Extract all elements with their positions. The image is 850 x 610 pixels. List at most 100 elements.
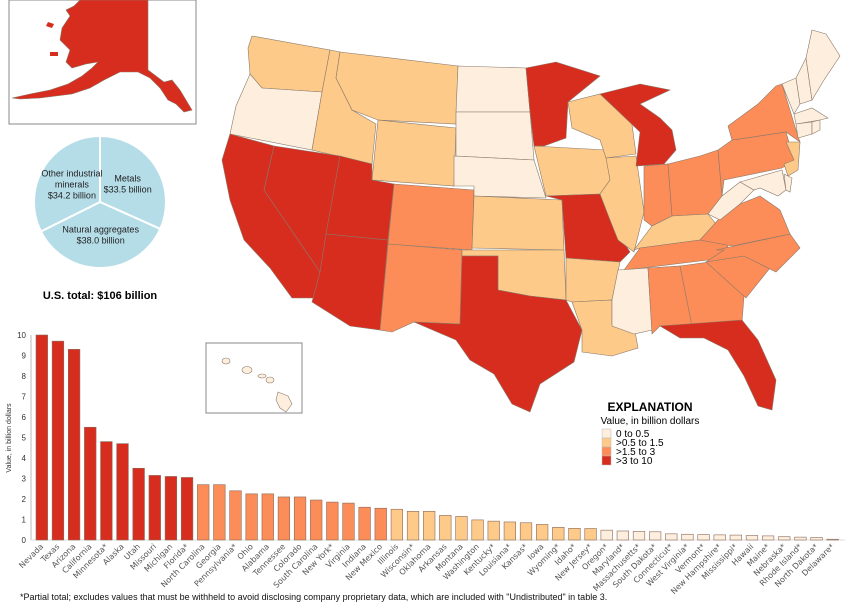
bar-new-jersey [584,528,597,541]
bar-washington [471,519,484,541]
alaska-island [92,78,100,84]
y-tick-label: 3 [22,475,27,484]
state-kansas [471,195,565,251]
state-arizona [311,233,389,331]
bar-idaho [568,528,581,541]
y-tick-label: 5 [22,434,27,443]
legend-subtitle: Value, in billion dollars [601,416,700,427]
y-tick-label: 8 [22,372,27,381]
hawaii-island [221,357,231,365]
bar-alabama [261,493,274,541]
state-georgia [679,261,745,327]
bar-kansas [519,522,533,541]
bar-utah [132,467,145,541]
bar-maine [761,535,775,541]
bar-arkansas [439,515,452,541]
bar-north-dakota [810,537,823,541]
bar-nevada [35,334,48,541]
bar-kentucky [487,520,500,541]
bar-arizona [67,349,81,541]
legend-swatch [601,437,612,448]
bar-california [84,426,97,541]
y-tick-label: 0 [22,536,27,545]
bar-vermont [697,534,710,541]
state-south-dakota [455,111,535,161]
bar-ohio [245,493,258,541]
bar-louisiana [503,521,516,541]
pie-slice-metals [99,134,167,231]
bar-rhode-island [794,536,807,541]
bar-montana [455,516,468,541]
pie-slice-label: minerals [55,180,90,190]
pie-slice-other-industrial-minerals [33,134,101,233]
footnote: *Partial total; excludes values that mus… [20,592,608,602]
pie-slice-label: $38.0 billion [77,235,125,245]
bar-georgia [213,484,226,541]
state-alaska [11,0,193,113]
bar-massachusetts [632,531,646,541]
y-tick-label: 9 [22,352,27,361]
y-tick-label: 6 [22,413,27,422]
state-indiana [643,163,673,227]
bar-missouri [148,475,161,541]
bar-alaska [116,443,129,541]
state-michigan [599,83,677,167]
y-tick-label: 1 [22,516,27,525]
state-colorado [387,183,475,251]
bar-delaware [826,538,839,541]
pie-chart: Metals$33.5 billion Natural aggregates$38… [33,134,167,269]
bar-colorado [293,496,307,541]
state-mississippi [611,267,653,335]
hawaii-island [265,376,275,384]
us-map [221,29,841,413]
state-massachusetts [793,107,829,125]
legend-item-label: 0 to 0.5 [616,429,650,440]
bar-pennsylvania [229,490,242,541]
alaska-inset [8,0,197,125]
pie-slice-label: $34.2 billion [48,191,96,201]
hawaii-big-island [275,391,293,413]
bar-new-hampshire [713,534,726,541]
hawaii-inset [205,342,303,414]
hawaii-island [257,373,267,379]
state-north-dakota [455,65,531,113]
legend: EXPLANATION Value, in billion dollars 0 … [601,400,700,467]
y-tick-label: 4 [22,454,27,463]
bar-iowa [536,524,549,541]
state-texas [413,255,583,413]
state-rhode-island [811,119,821,135]
bar-oregon [600,529,613,541]
state-washington [247,35,331,93]
legend-swatch [601,455,612,466]
bar-minnesota [100,441,113,541]
legend-swatch [601,446,612,457]
bar-west-virginia [681,533,694,541]
pie-slice-label: Other industrial [41,169,102,179]
bar-tennessee [277,496,291,541]
state-florida [659,319,777,411]
bar-south-carolina [310,499,323,541]
alaska-island [46,22,54,28]
state-north-carolina [705,233,801,273]
legend-item-label: >0.5 to 1.5 [616,438,664,449]
bar-new-york [326,501,339,541]
legend-title: EXPLANATION [607,400,692,414]
bar-indiana [358,506,371,541]
state-new-mexico [379,243,463,333]
y-axis-title: Value, in billion dollars [6,403,13,473]
alaska-island [50,52,58,56]
bar-connecticut [665,533,678,541]
pie-slice-label: Natural aggregates [62,224,139,234]
bar-illinois [390,508,404,541]
bar-oklahoma [423,510,436,541]
bar-wyoming [552,526,565,541]
state-maryland [739,169,787,197]
legend-swatch [601,428,612,439]
state-arkansas [565,257,621,303]
bar-south-dakota [649,531,662,541]
pie-total-label: U.S. total: $106 billion [43,290,158,302]
state-wyoming [371,119,457,187]
pie-slice-natural-aggregates [39,200,162,269]
